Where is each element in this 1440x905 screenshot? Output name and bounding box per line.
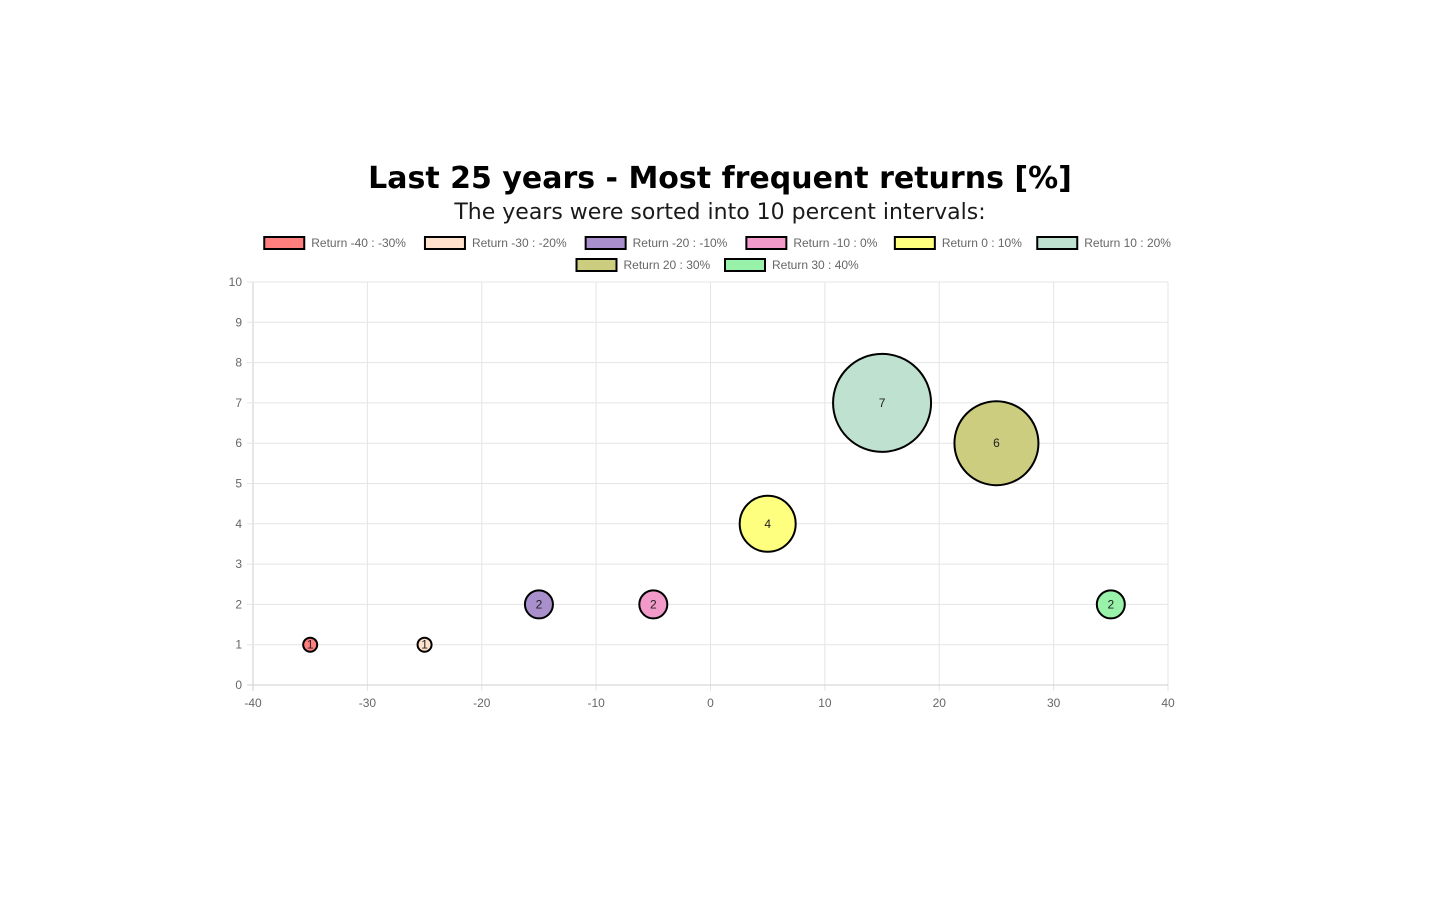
x-tick-label: 40 [1161,696,1175,710]
bubble [638,589,669,620]
chart-subtitle: The years were sorted into 10 percent in… [453,200,985,225]
legend-label: Return -20 : -10% [633,236,728,250]
axis-ticks: -40 -30 -20 -10 0 10 20 30 40 0 1 2 3 4 5 6 7 8 9 10 [229,275,1175,710]
legend-item[interactable]: Return 10 : 20% [1036,236,1171,250]
y-tick-label: 3 [235,557,242,571]
bubble [1095,589,1126,620]
x-tick-label: 10 [818,696,832,710]
legend-swatch [745,236,788,250]
bubble-label: 2 [650,597,657,611]
legend-label: Return -40 : -30% [311,236,406,250]
x-tick-label: -20 [473,696,491,710]
chart-title: Last 25 years - Most frequent returns [%… [368,161,1072,196]
bubble [832,352,933,453]
legend-label: Return -30 : -20% [472,236,567,250]
legend-swatch [1036,236,1079,250]
bubble [523,589,554,620]
bubble-label: 4 [764,517,771,531]
bubble-series: 1 1 2 2 4 7 6 2 [302,352,1126,653]
bubble-label: 1 [307,638,314,652]
bubble [416,636,433,653]
legend-item[interactable]: Return -20 : -10% [584,236,728,250]
x-tick-label: 0 [707,696,714,710]
legend-item[interactable]: Return 20 : 30% [575,258,711,272]
legend-label: Return 10 : 20% [1084,236,1171,250]
bubble-label: 2 [1107,597,1114,611]
x-tick-label: 20 [933,696,947,710]
legend-swatch [263,236,306,250]
x-tick-label: -10 [587,696,605,710]
bubble-label: 6 [993,436,1000,450]
x-tick-label: -40 [244,696,262,710]
bubble [953,400,1040,487]
legend-item[interactable]: Return 30 : 40% [724,258,859,272]
legend-swatch [575,258,618,272]
legend-swatch [724,258,766,272]
bubble-label: 7 [879,396,886,410]
y-tick-label: 4 [235,517,242,531]
y-tick-label: 8 [235,356,242,370]
legend-label: Return 30 : 40% [772,258,859,272]
legend-item[interactable]: Return -30 : -20% [423,236,567,250]
bubble [302,636,319,653]
y-tick-label: 10 [229,275,243,289]
legend-swatch [423,236,466,250]
y-tick-label: 0 [235,678,242,692]
y-tick-label: 2 [235,597,242,611]
legend-swatch [584,236,627,250]
y-tick-label: 6 [235,436,242,450]
legend-label: Return 0 : 10% [942,236,1022,250]
legend-item[interactable]: Return -40 : -30% [263,236,406,250]
bubble-label: 2 [536,597,543,611]
x-tick-label: -30 [359,696,377,710]
legend-label: Return -10 : 0% [793,236,877,250]
y-tick-label: 7 [235,396,242,410]
grid [247,281,1169,691]
legend-item[interactable]: Return 0 : 10% [893,236,1022,250]
legend-label: Return 20 : 30% [624,258,711,272]
y-tick-label: 5 [235,477,242,491]
legend[interactable]: Return -40 : -30% Return -30 : -20% Return… [263,236,1171,272]
x-tick-label: 30 [1047,696,1061,710]
bubble-label: 1 [421,638,428,652]
y-tick-label: 9 [235,315,242,329]
legend-swatch [893,236,936,250]
bubble [738,494,797,553]
legend-item[interactable]: Return -10 : 0% [745,236,878,250]
y-tick-label: 1 [235,638,242,652]
